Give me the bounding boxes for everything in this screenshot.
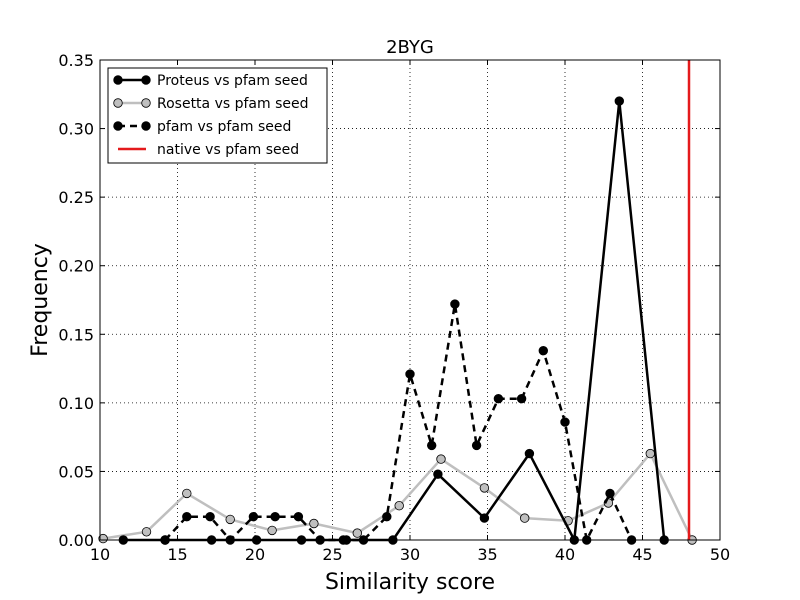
legend-marker-pfam (113, 121, 123, 131)
y-tick-label: 0.10 (58, 394, 94, 413)
y-axis-label: Frequency (28, 243, 53, 357)
series-rosetta-point (141, 527, 152, 537)
legend-marker-rosetta (141, 98, 151, 108)
y-tick-label: 0.00 (58, 531, 94, 550)
series-pfam-point (450, 299, 460, 309)
x-tick-label: 25 (322, 545, 342, 564)
series-proteus-point (479, 513, 490, 523)
x-tick-label: 40 (555, 545, 575, 564)
legend-entry-pfam: pfam vs pfam seed (113, 119, 291, 135)
legend-marker-rosetta (113, 98, 123, 108)
legend-label-rosetta: Rosetta vs pfam seed (157, 96, 309, 112)
series-pfam-point (382, 512, 392, 522)
series-pfam-point (560, 417, 570, 427)
legend-marker-proteus (141, 75, 151, 85)
series-proteus-point (524, 448, 535, 459)
series-pfam-point (605, 488, 615, 499)
legend-entry-native: native vs pfam seed (118, 142, 299, 158)
series-pfam-point (427, 440, 437, 451)
legend-label-proteus: Proteus vs pfam seed (157, 73, 308, 89)
series-rosetta-point (479, 483, 490, 493)
chart-title: 2BYG (386, 37, 434, 58)
legend-label-native: native vs pfam seed (157, 142, 299, 158)
ticks: 10 15 20 25 30 35 40 45 50 0.00 0.05 0.10 0.15 0.20 0.… (58, 51, 730, 564)
series-rosetta-point (182, 488, 192, 499)
series-pfam-point (270, 512, 280, 522)
series-pfam-point (538, 346, 549, 356)
series-rosetta-point (225, 514, 235, 525)
legend-entry-proteus: Proteus vs pfam seed (113, 73, 308, 89)
x-tick-label: 15 (167, 545, 187, 564)
x-tick-label: 10 (90, 545, 110, 564)
series-rosetta (98, 448, 697, 545)
x-tick-label: 30 (400, 545, 420, 564)
series-pfam-point (293, 512, 304, 522)
series-pfam-point (516, 394, 527, 404)
legend-marker-proteus (113, 75, 123, 85)
x-axis-label: Similarity score (325, 570, 495, 595)
y-tick-label: 0.05 (58, 462, 94, 481)
series-proteus-point (433, 469, 443, 479)
series-rosetta-point (645, 448, 656, 459)
series-rosetta-point (267, 525, 277, 536)
series-pfam-point (248, 512, 259, 522)
series-rosetta-point (520, 513, 530, 523)
x-tick-label: 35 (477, 545, 497, 564)
y-tick-label: 0.15 (58, 325, 94, 344)
y-tick-label: 0.20 (58, 257, 94, 276)
series-pfam-point (205, 512, 215, 522)
series-pfam-point (182, 512, 192, 522)
series-pfam-point (405, 369, 415, 379)
series-rosetta-point (394, 501, 404, 511)
series-rosetta-point (98, 533, 108, 544)
x-tick-label: 20 (245, 545, 265, 564)
series-rosetta-point (309, 518, 319, 529)
y-tick-label: 0.25 (58, 188, 94, 207)
series-proteus-point (614, 96, 625, 106)
legend-label-pfam: pfam vs pfam seed (157, 119, 291, 135)
series-pfam-point (493, 394, 504, 404)
series-pfam-line (164, 302, 633, 542)
x-tick-label: 50 (710, 545, 730, 564)
x-tick-label: 45 (632, 545, 652, 564)
legend-marker-pfam (141, 121, 151, 131)
y-tick-label: 0.35 (58, 51, 94, 70)
series-pfam-point (471, 440, 482, 451)
series-rosetta-point (436, 454, 446, 464)
series-rosetta-point (352, 528, 363, 538)
legend: Proteus vs pfam seed Rosetta vs pfam see… (107, 67, 328, 164)
y-tick-label: 0.30 (58, 120, 94, 139)
legend-entry-rosetta: Rosetta vs pfam seed (113, 96, 309, 112)
